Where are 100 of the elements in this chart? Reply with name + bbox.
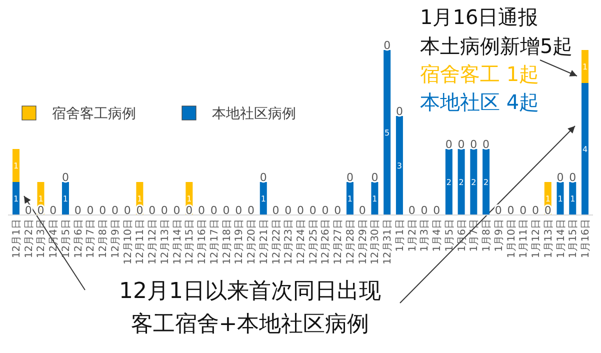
data-label: 0	[309, 204, 316, 217]
bar	[62, 182, 69, 215]
bar	[482, 149, 490, 215]
x-tick-label: 12月27日	[333, 219, 344, 264]
data-label: 0	[272, 204, 280, 217]
data-label: 0	[37, 204, 44, 217]
data-label: 0	[160, 204, 168, 217]
data-label: 0	[74, 204, 82, 217]
data-label: 1	[186, 194, 192, 204]
x-tick-label: 12月12日	[148, 219, 159, 264]
bar	[12, 149, 20, 182]
data-label: 1	[260, 194, 266, 204]
data-label: 1	[13, 162, 19, 170]
data-label: 3	[396, 162, 402, 170]
x-tick-label: 12月10日	[122, 219, 134, 264]
bar	[346, 182, 354, 215]
data-label: 0	[248, 204, 255, 217]
data-label: 2	[446, 178, 452, 187]
data-label: 0	[396, 105, 403, 118]
x-tick-label: 12月2日	[24, 219, 35, 258]
text: 客工宿舍+本地社区病例	[130, 312, 370, 337]
data-label: 0	[111, 204, 118, 217]
x-tick-label: 12月19日	[234, 219, 246, 264]
data-label: 0	[408, 204, 416, 217]
x-tick-label: 1月13日	[543, 219, 554, 258]
x-tick-label: 12月16日	[197, 219, 208, 264]
data-label: 1	[582, 62, 588, 72]
data-label: 0	[260, 171, 267, 184]
bar	[445, 149, 452, 215]
x-tick-label: 1月7日	[469, 219, 480, 252]
x-tick-label: 12月6日	[73, 219, 84, 258]
data-label: 0	[458, 138, 465, 151]
data-label: 0	[507, 204, 514, 217]
x-tick-label: 12月21日	[258, 219, 270, 264]
text: 12月1日以来首次同日出现	[119, 279, 381, 304]
bar	[384, 50, 391, 215]
data-label: 1	[137, 194, 142, 204]
x-tick-label: 1月4日	[432, 219, 444, 252]
data-label: 0	[433, 204, 440, 217]
data-label: 1	[347, 194, 353, 204]
x-tick-label: 12月30日	[370, 219, 382, 264]
bar	[12, 182, 20, 215]
x-tick-label: 1月11日	[518, 219, 530, 258]
data-label: 0	[198, 204, 206, 217]
x-tick-label: 12月11日	[135, 219, 146, 264]
text: 1月16日通报	[420, 5, 538, 29]
data-label: 1	[545, 194, 550, 204]
x-tick-label: 1月10日	[506, 219, 518, 258]
data-label: 0	[173, 204, 180, 217]
x-tick-label: 12月25日	[308, 219, 320, 264]
x-tick-label: 1月5日	[444, 219, 456, 252]
data-label: 1	[372, 194, 378, 204]
data-label: 0	[222, 204, 230, 217]
data-label: 1	[62, 194, 68, 204]
data-label: 0	[532, 204, 540, 217]
data-label: 0	[420, 204, 428, 217]
legend-label: 本地社区病例	[212, 106, 296, 122]
data-label: 0	[544, 204, 552, 217]
x-tick-label: 12月3日	[36, 219, 48, 258]
data-label: 0	[148, 204, 156, 217]
data-label: 1	[558, 194, 563, 204]
x-tick-label: 12月7日	[86, 219, 97, 258]
x-tick-label: 12月22日	[271, 219, 282, 264]
annotation: 本地社区 4起	[420, 90, 540, 114]
x-tick-label: 1月6日	[456, 219, 468, 252]
x-tick-label: 12月4日	[48, 219, 60, 258]
data-label: 0	[346, 171, 354, 184]
annotation: 宿舍客工 1起	[420, 62, 540, 86]
x-tick-label: 12月14日	[172, 219, 184, 264]
x-tick-label: 1月16日	[580, 219, 592, 258]
data-label: 2	[483, 178, 489, 187]
bar	[556, 182, 564, 215]
x-tick-label: 1月15日	[568, 219, 580, 258]
data-label: 1	[38, 194, 44, 204]
data-label: 0	[371, 171, 378, 184]
bar	[260, 182, 267, 215]
data-label: 0	[186, 204, 193, 217]
data-label: 0	[124, 204, 131, 217]
data-label: 1	[13, 194, 19, 204]
data-label: 0	[482, 138, 490, 151]
x-tick-label: 1月8日	[482, 219, 493, 252]
bar	[458, 149, 465, 215]
x-tick-label: 1月12日	[531, 219, 542, 258]
data-label: 2	[458, 178, 464, 187]
bar	[396, 116, 403, 215]
legend-label: 宿舍客工病例	[52, 106, 136, 122]
x-tick-label: 1月2日	[407, 219, 418, 252]
x-tick-label: 12月24日	[296, 219, 307, 264]
data-label: 0	[556, 171, 564, 184]
x-tick-label: 1月3日	[420, 219, 431, 252]
data-label: 0	[284, 204, 292, 217]
data-label: 2	[471, 178, 476, 187]
bar	[470, 149, 478, 215]
x-tick-label: 12月8日	[98, 219, 110, 258]
x-tick-label: 12月1日	[12, 219, 22, 258]
data-label: 0	[24, 204, 32, 217]
x-tick-label: 12月18日	[222, 219, 233, 264]
data-label: 0	[235, 204, 242, 217]
x-tick-label: 1月9日	[494, 219, 505, 252]
bar	[569, 182, 576, 215]
